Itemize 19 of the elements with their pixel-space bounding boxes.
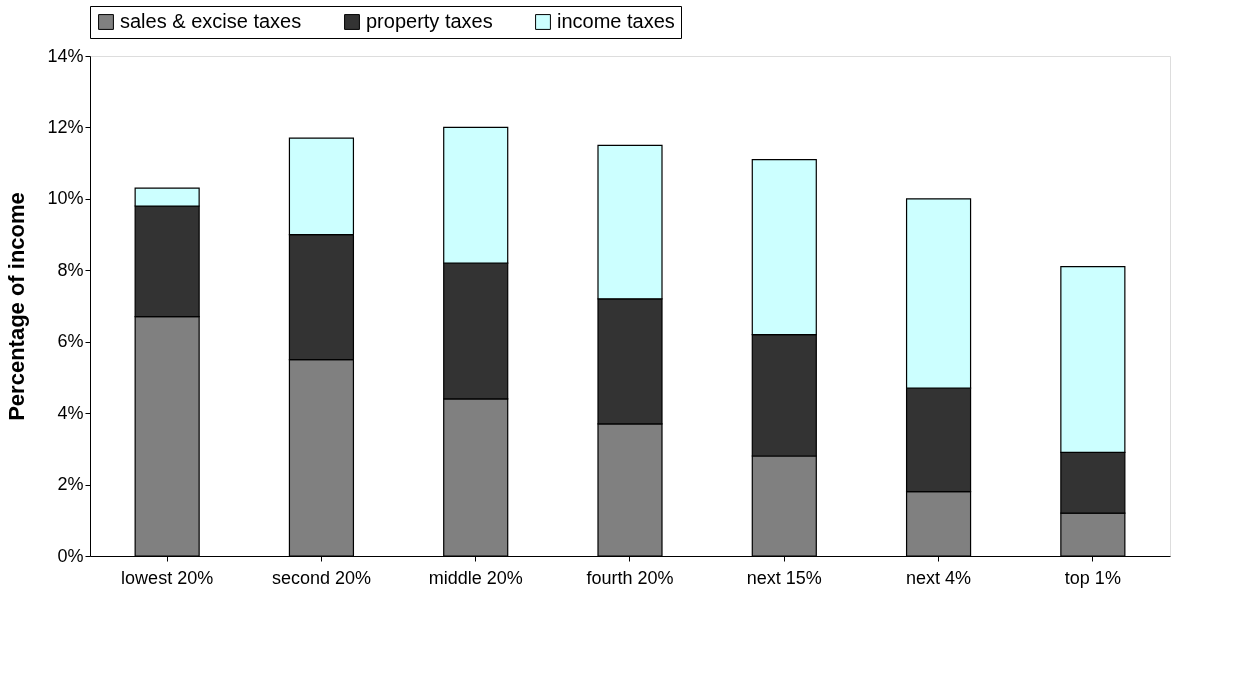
x-tick-label: fourth 20%	[586, 567, 674, 588]
y-tick-label: 12%	[47, 116, 84, 137]
legend-label: property taxes	[366, 10, 493, 32]
x-tick-label: middle 20%	[428, 567, 523, 588]
legend-label: sales & excise taxes	[120, 10, 302, 32]
x-tick-label: next 4%	[906, 567, 972, 588]
y-tick-label: 0%	[57, 545, 84, 566]
y-tick-label: 6%	[57, 331, 84, 352]
y-tick-label: 14%	[47, 45, 84, 66]
x-tick-label: second 20%	[271, 567, 371, 588]
x-tick-label: lowest 20%	[121, 567, 214, 588]
legend-label: income taxes	[557, 10, 675, 32]
y-axis-title: Percentage of income	[4, 192, 30, 421]
y-tick-label: 8%	[57, 259, 84, 280]
y-tick-label: 2%	[57, 474, 84, 495]
x-tick-label: top 1%	[1064, 567, 1121, 588]
y-tick-label: 4%	[57, 402, 84, 423]
y-tick-label: 10%	[47, 188, 84, 209]
x-tick-label: next 15%	[746, 567, 822, 588]
